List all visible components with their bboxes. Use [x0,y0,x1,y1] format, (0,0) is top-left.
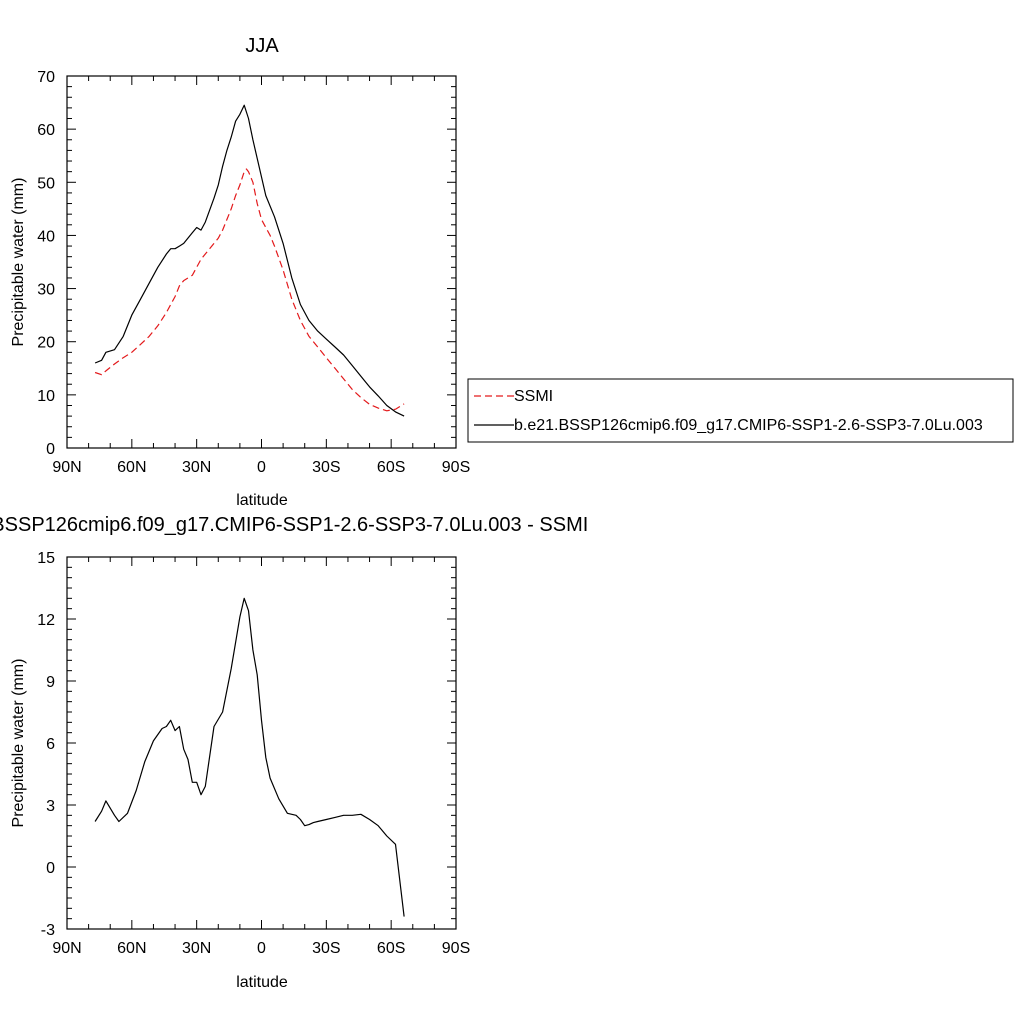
x-tick-label: 90S [442,459,470,476]
y-tick-label: 30 [37,282,55,299]
top-x-axis-label: latitude [236,492,288,509]
y-tick-label: 0 [46,860,55,877]
y-tick-label: 9 [46,674,55,691]
x-tick-label: 30N [182,459,211,476]
legend: SSMI b.e21.BSSP126cmip6.f09_g17.CMIP6-SS… [467,378,1014,443]
bottom-plot-frame [66,556,457,930]
x-tick-label: 30S [312,459,340,476]
bottom-x-axis-label: latitude [236,974,288,991]
bottom-tick-marks [66,556,457,930]
y-tick-label: 15 [37,550,55,567]
x-tick-label: 0 [257,459,266,476]
legend-label-model: b.e21.BSSP126cmip6.f09_g17.CMIP6-SSP1-2.… [514,417,983,434]
x-tick-label: 60N [117,459,146,476]
y-tick-label: 3 [46,798,55,815]
x-tick-label: 30S [312,940,340,957]
top-y-axis-label: Precipitable water (mm) [10,178,27,347]
bottom-series-lines [94,597,405,917]
y-tick-label: 20 [37,335,55,352]
y-tick-label: 60 [37,122,55,139]
x-tick-label: 90N [52,940,81,957]
series-line-0 [94,597,405,917]
legend-box [467,378,1014,443]
x-tick-label: 60N [117,940,146,957]
bottom-y-axis-label: Precipitable water (mm) [10,659,27,828]
bottom-panel: b.e21.BSSP126cmip6.f09_g17.CMIP6-SSP1-2.… [0,514,588,991]
legend-label-ssmi: SSMI [514,388,553,405]
bottom-x-tick-labels: 90N 60N 30N 0 30S 60S 90S [52,940,470,957]
x-tick-label: 60S [377,459,405,476]
x-tick-label: 30N [182,940,211,957]
x-tick-label: 60S [377,940,405,957]
y-tick-label: 12 [37,612,55,629]
y-tick-label: 0 [46,441,55,458]
y-tick-label: 6 [46,736,55,753]
series-line-0 [94,168,405,412]
top-chart-title: JJA [245,35,279,57]
y-tick-label: 40 [37,228,55,245]
top-tick-marks [66,75,457,449]
series-line-1 [94,104,405,417]
bottom-chart-title: b.e21.BSSP126cmip6.f09_g17.CMIP6-SSP1-2.… [0,514,588,536]
y-tick-label: 50 [37,175,55,192]
x-tick-label: 90N [52,459,81,476]
y-tick-label: 70 [37,69,55,86]
y-tick-label: 10 [37,388,55,405]
x-tick-label: 90S [442,940,470,957]
top-panel: JJA 90N 60N 30N 0 30S 60S 90S 010203040506070 … [10,35,470,509]
top-plot-frame [66,75,457,449]
top-series-lines [94,104,405,417]
top-x-tick-labels: 90N 60N 30N 0 30S 60S 90S [52,459,470,476]
x-tick-label: 0 [257,940,266,957]
bottom-y-tick-labels: -3 0 3 6 9 12 15 [37,550,55,939]
top-y-tick-labels: 0 10 20 30 40 50 60 70 [37,69,55,458]
y-tick-label: -3 [41,922,55,939]
